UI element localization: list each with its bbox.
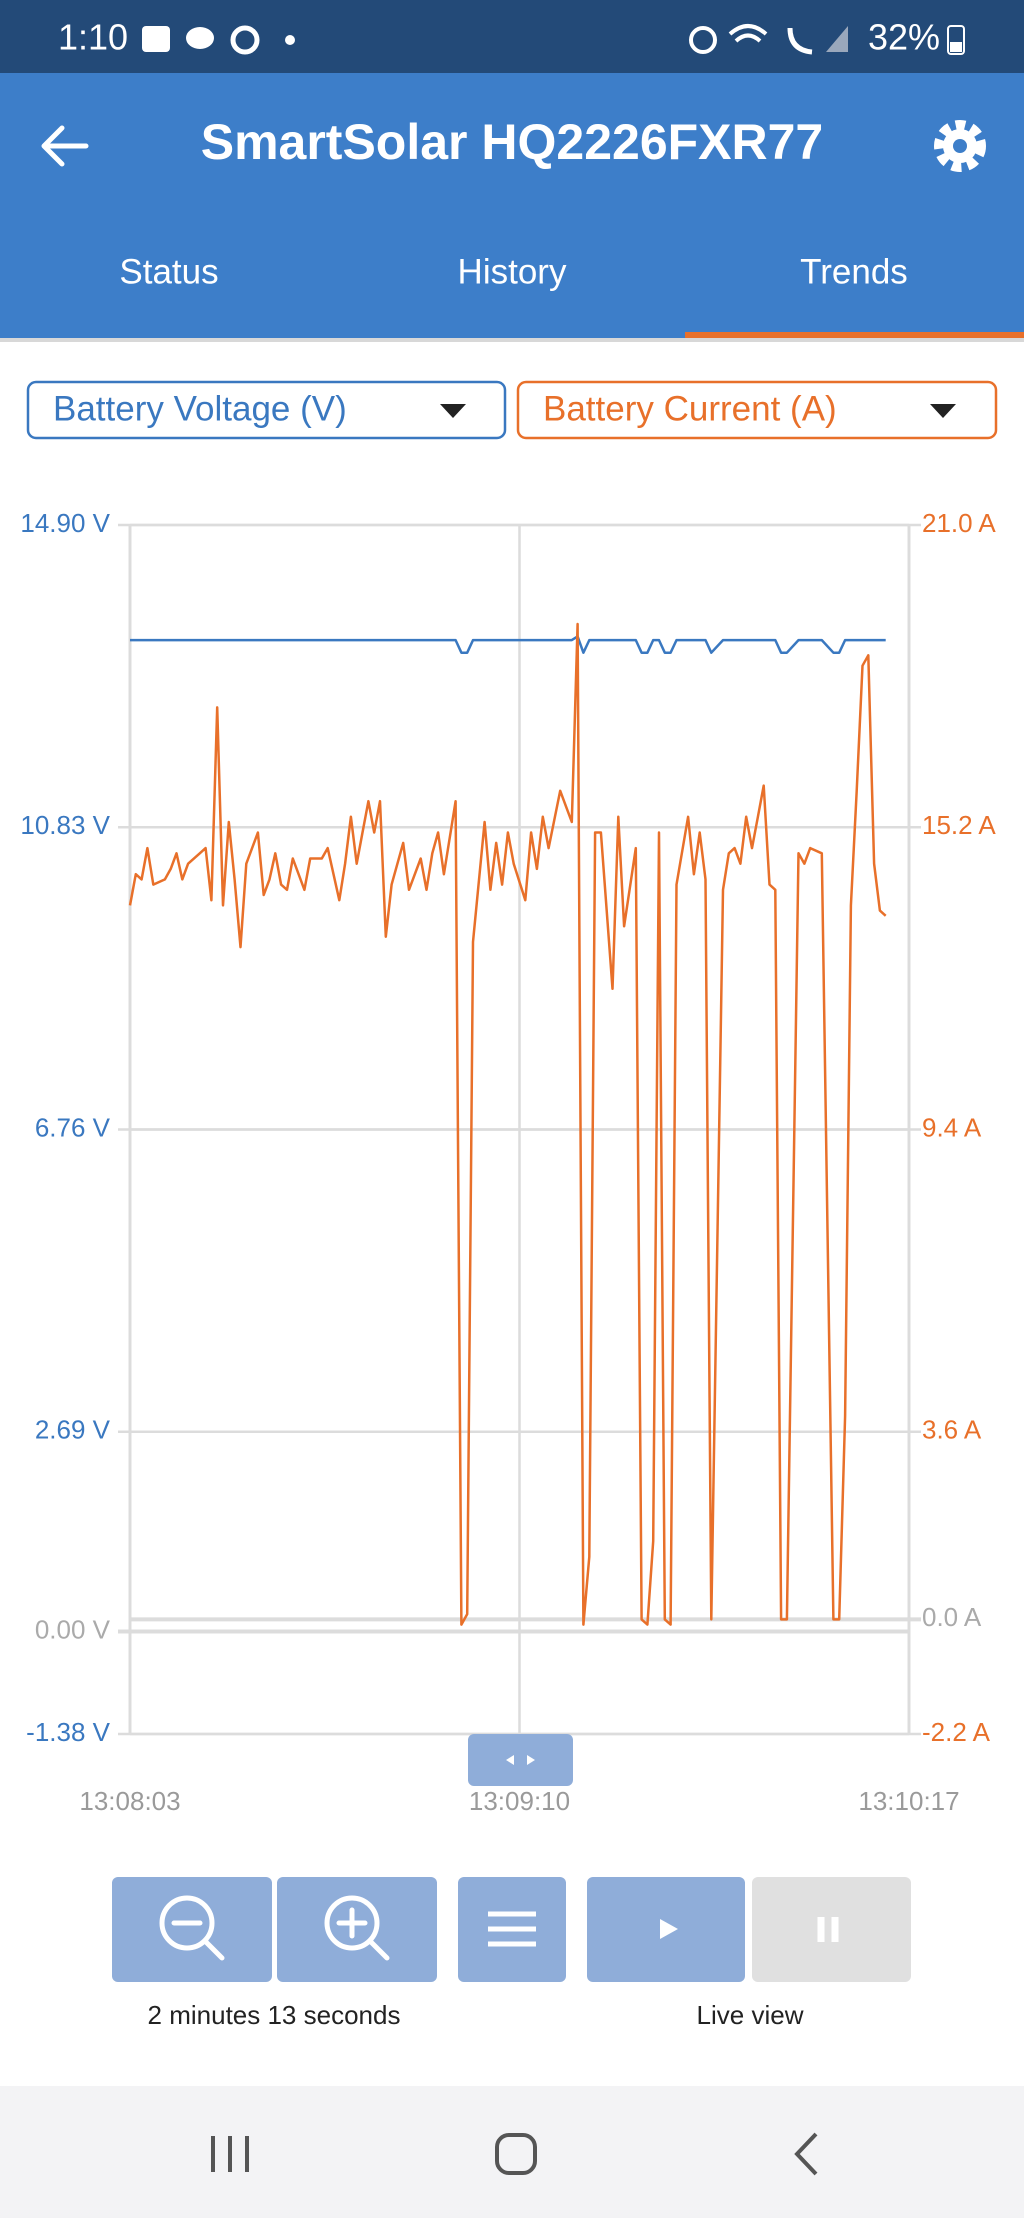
zoom-icon[interactable] bbox=[324, 1895, 380, 1951]
signal-icon bbox=[826, 26, 848, 52]
scroll-handle[interactable] bbox=[468, 1734, 573, 1786]
back-nav-button[interactable] bbox=[794, 2132, 818, 2176]
y2-tick-label: 15.2 A bbox=[922, 810, 996, 840]
wifi-icon bbox=[728, 24, 768, 43]
call-icon bbox=[787, 27, 813, 55]
y-tick-label: 14.90 V bbox=[20, 508, 110, 538]
status-bar bbox=[0, 0, 1024, 73]
live-view-label: Live view bbox=[697, 2000, 804, 2030]
tab[interactable]: Status bbox=[119, 252, 218, 291]
series-line bbox=[128, 622, 887, 1626]
y2-tick-label: -2.2 A bbox=[922, 1717, 991, 1747]
x-tick-label: 13:10:17 bbox=[858, 1786, 959, 1816]
dropdown-box[interactable] bbox=[516, 380, 998, 440]
x-tick-label: 13:09:10 bbox=[469, 1786, 570, 1816]
gallery-icon bbox=[142, 26, 170, 52]
app-bar bbox=[0, 73, 1024, 338]
dropdown-arrow[interactable] bbox=[930, 404, 956, 418]
battery-icon bbox=[947, 25, 965, 55]
y2-tick-label: 9.4 A bbox=[922, 1112, 982, 1142]
back-arrow[interactable] bbox=[41, 125, 89, 167]
menu-button[interactable] bbox=[458, 1877, 566, 1982]
recents-button[interactable] bbox=[211, 2136, 249, 2172]
tab-indicator bbox=[685, 332, 1024, 338]
voltage-selector[interactable]: Battery Voltage (V) bbox=[26, 380, 507, 440]
dropdown-label[interactable]: Battery Current (A) bbox=[543, 389, 837, 428]
y-tick-label: -1.38 V bbox=[26, 1717, 110, 1747]
dropdown-box[interactable] bbox=[26, 380, 507, 440]
battery-fill bbox=[950, 42, 962, 52]
zoom-icon-lines[interactable] bbox=[171, 1920, 225, 1961]
home-button[interactable] bbox=[495, 2133, 537, 2175]
gear-teeth[interactable] bbox=[934, 120, 986, 172]
button-bg[interactable] bbox=[277, 1877, 437, 1982]
dot-icon bbox=[285, 35, 295, 45]
dropdown-arrow[interactable] bbox=[440, 404, 466, 418]
current-selector[interactable]: Battery Current (A) bbox=[516, 380, 998, 440]
y-tick-label: 10.83 V bbox=[20, 810, 110, 840]
gear-hole[interactable] bbox=[953, 139, 967, 153]
back-button[interactable] bbox=[41, 125, 89, 167]
nav-bar bbox=[0, 2086, 1024, 2218]
zoom-span-label: 2 minutes 13 seconds bbox=[148, 2000, 401, 2030]
app-title: SmartSolar HQ2226FXR77 bbox=[201, 114, 824, 170]
tab-active[interactable]: Trends bbox=[800, 252, 908, 291]
y-tick-label: 6.76 V bbox=[35, 1112, 111, 1142]
menu-icon[interactable] bbox=[488, 1911, 536, 1947]
chart: 13:08:03 13:09:10 13:10:17 14.90 V 10.83 V 6.… bbox=[20, 508, 996, 1816]
settings-button[interactable] bbox=[934, 120, 986, 172]
battery-percent: 32% bbox=[868, 17, 940, 58]
handle-body[interactable] bbox=[468, 1734, 573, 1786]
zoom-icon-lines[interactable] bbox=[336, 1907, 390, 1961]
handle-arrows[interactable] bbox=[506, 1755, 535, 1765]
alarm-icon bbox=[689, 26, 717, 54]
y-tick-label: 2.69 V bbox=[35, 1415, 111, 1445]
pause-icon[interactable] bbox=[817, 1917, 839, 1942]
app-bar-shadow bbox=[0, 338, 1024, 342]
status-time: 1:10 bbox=[58, 17, 128, 58]
play-button[interactable] bbox=[587, 1877, 745, 1982]
tab[interactable]: History bbox=[458, 252, 567, 291]
y2-tick-label: 0.0 A bbox=[922, 1602, 982, 1632]
y2-tick-label: 21.0 A bbox=[922, 508, 996, 538]
y-tick-label: 0.00 V bbox=[35, 1614, 111, 1644]
x-tick-label: 13:08:03 bbox=[79, 1786, 180, 1816]
y2-tick-label: 3.6 A bbox=[922, 1415, 982, 1445]
chat-icon bbox=[186, 27, 214, 49]
zoom-out-button[interactable] bbox=[112, 1877, 272, 1982]
settings-status-icon bbox=[230, 25, 260, 55]
dropdown-label[interactable]: Battery Voltage (V) bbox=[53, 389, 347, 428]
play-icon[interactable] bbox=[660, 1919, 678, 1939]
zoom-icon[interactable] bbox=[159, 1895, 215, 1951]
zoom-in-button[interactable] bbox=[277, 1877, 437, 1982]
button-bg[interactable] bbox=[112, 1877, 272, 1982]
series-line bbox=[130, 635, 886, 654]
pause-button[interactable] bbox=[752, 1877, 911, 1982]
